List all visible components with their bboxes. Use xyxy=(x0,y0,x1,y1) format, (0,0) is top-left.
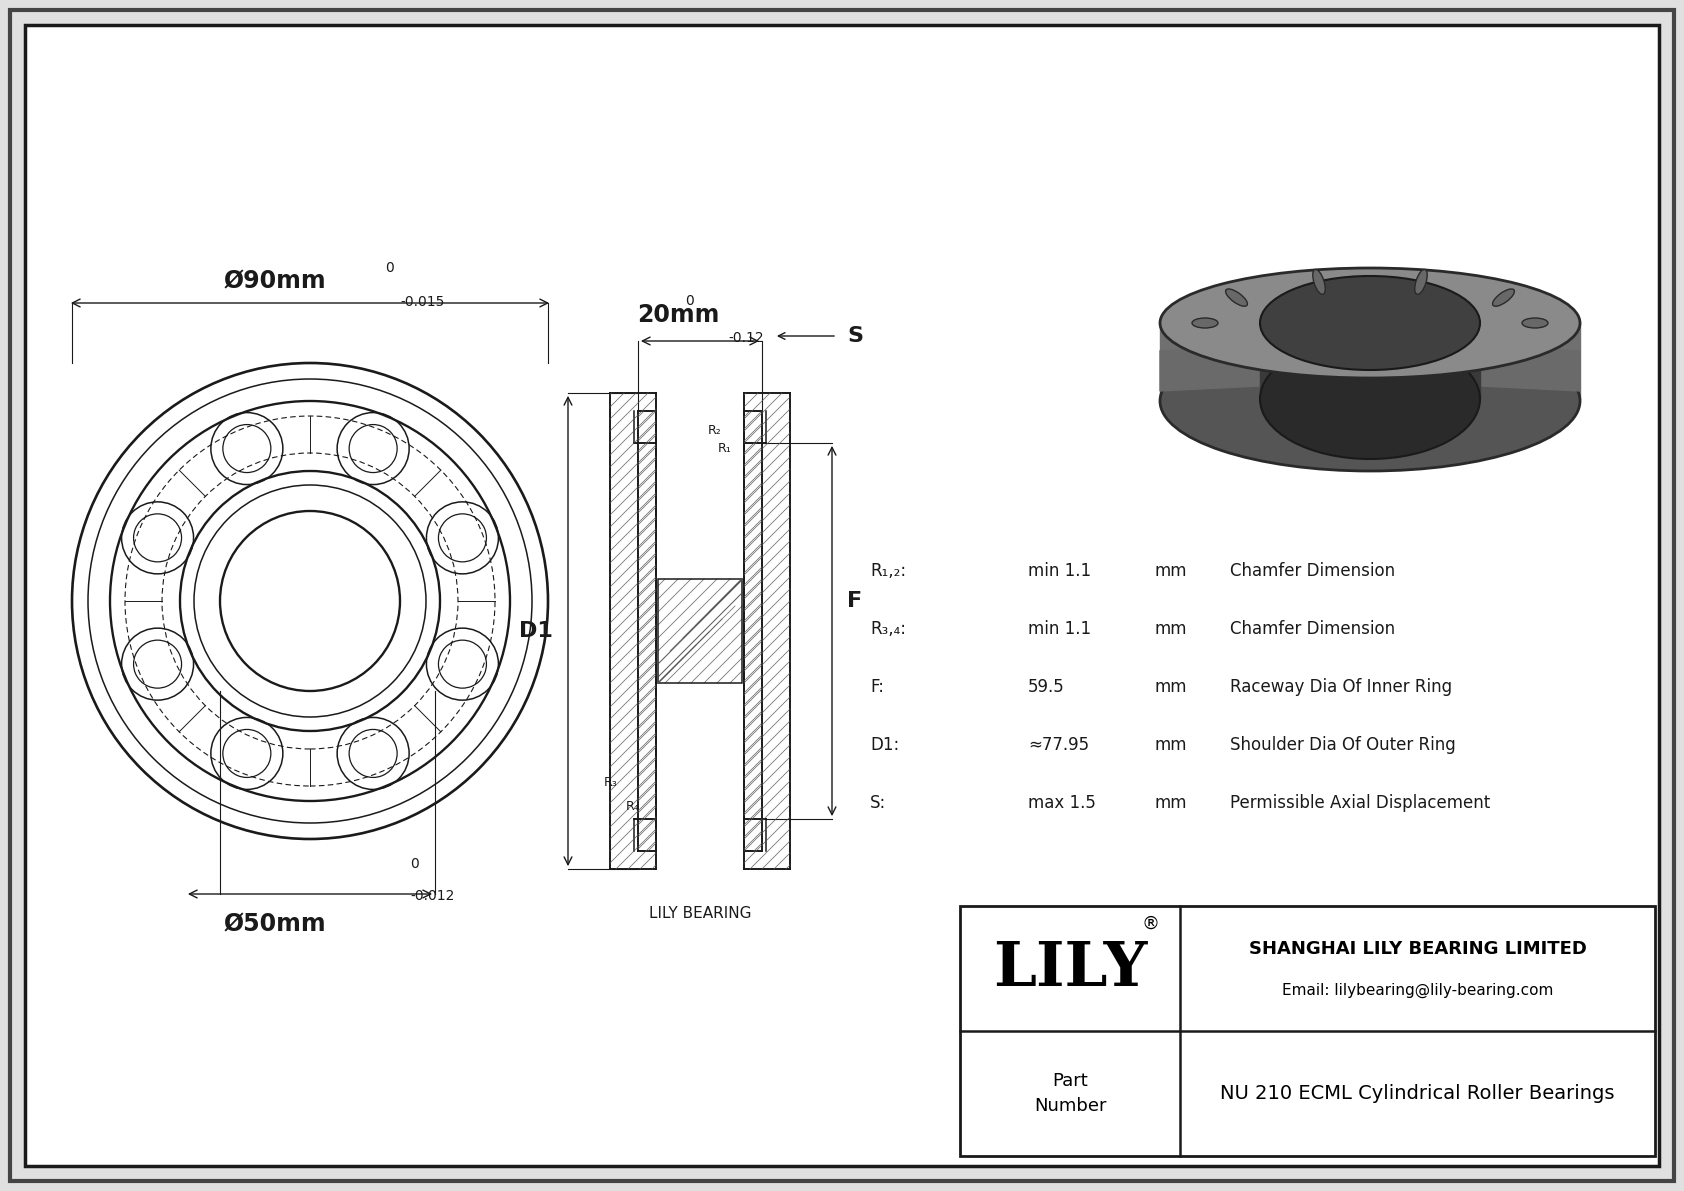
Ellipse shape xyxy=(1314,269,1325,294)
Polygon shape xyxy=(1160,323,1580,399)
Text: S:: S: xyxy=(871,794,886,812)
Polygon shape xyxy=(1260,326,1480,399)
Text: mm: mm xyxy=(1155,562,1187,580)
Text: Raceway Dia Of Inner Ring: Raceway Dia Of Inner Ring xyxy=(1229,678,1452,696)
Ellipse shape xyxy=(1260,339,1480,459)
Text: Ø90mm: Ø90mm xyxy=(224,269,327,293)
Text: mm: mm xyxy=(1155,736,1187,754)
Ellipse shape xyxy=(1492,289,1514,306)
Text: SHANGHAI LILY BEARING LIMITED: SHANGHAI LILY BEARING LIMITED xyxy=(1248,940,1586,958)
Ellipse shape xyxy=(1226,289,1248,306)
Polygon shape xyxy=(1160,347,1260,391)
Text: F: F xyxy=(847,591,862,611)
Text: Permissible Axial Displacement: Permissible Axial Displacement xyxy=(1229,794,1490,812)
Text: R₂: R₂ xyxy=(707,424,722,437)
Text: mm: mm xyxy=(1155,621,1187,638)
Text: Ø50mm: Ø50mm xyxy=(224,912,327,936)
Text: Shoulder Dia Of Outer Ring: Shoulder Dia Of Outer Ring xyxy=(1229,736,1455,754)
Text: 0: 0 xyxy=(386,261,394,275)
Text: R₃,₄:: R₃,₄: xyxy=(871,621,906,638)
Text: -0.012: -0.012 xyxy=(409,888,455,903)
Text: R₄: R₄ xyxy=(626,800,640,813)
Text: NU 210 ECML Cylindrical Roller Bearings: NU 210 ECML Cylindrical Roller Bearings xyxy=(1221,1084,1615,1103)
Text: min 1.1: min 1.1 xyxy=(1027,562,1091,580)
Ellipse shape xyxy=(1522,318,1548,328)
Bar xyxy=(960,906,1655,1156)
Text: Part
Number: Part Number xyxy=(1034,1072,1106,1115)
Text: Chamfer Dimension: Chamfer Dimension xyxy=(1229,621,1394,638)
Text: D1: D1 xyxy=(519,621,552,641)
Text: 0: 0 xyxy=(409,858,419,871)
Text: -0.015: -0.015 xyxy=(401,295,445,308)
Text: 0: 0 xyxy=(685,294,694,308)
Text: S: S xyxy=(847,326,862,347)
Ellipse shape xyxy=(1415,269,1428,294)
Text: R₁: R₁ xyxy=(717,443,733,455)
Polygon shape xyxy=(1480,347,1580,391)
Text: ®: ® xyxy=(1142,915,1160,933)
Ellipse shape xyxy=(1260,276,1480,370)
Text: Chamfer Dimension: Chamfer Dimension xyxy=(1229,562,1394,580)
Text: LILY: LILY xyxy=(994,939,1147,998)
Text: max 1.5: max 1.5 xyxy=(1027,794,1096,812)
Ellipse shape xyxy=(1192,318,1218,328)
Text: mm: mm xyxy=(1155,794,1187,812)
Text: mm: mm xyxy=(1155,678,1187,696)
Text: R₃: R₃ xyxy=(605,777,618,790)
Text: Email: lilybearing@lily-bearing.com: Email: lilybearing@lily-bearing.com xyxy=(1282,983,1553,998)
Text: F:: F: xyxy=(871,678,884,696)
Text: LILY BEARING: LILY BEARING xyxy=(648,906,751,921)
Text: ≈77.95: ≈77.95 xyxy=(1027,736,1090,754)
Bar xyxy=(658,579,743,682)
Text: D1:: D1: xyxy=(871,736,899,754)
Ellipse shape xyxy=(1160,331,1580,470)
Text: min 1.1: min 1.1 xyxy=(1027,621,1091,638)
Ellipse shape xyxy=(1160,268,1580,378)
Text: 59.5: 59.5 xyxy=(1027,678,1064,696)
Text: -0.12: -0.12 xyxy=(727,331,763,345)
Text: 20mm: 20mm xyxy=(637,303,719,328)
Text: R₁,₂:: R₁,₂: xyxy=(871,562,906,580)
